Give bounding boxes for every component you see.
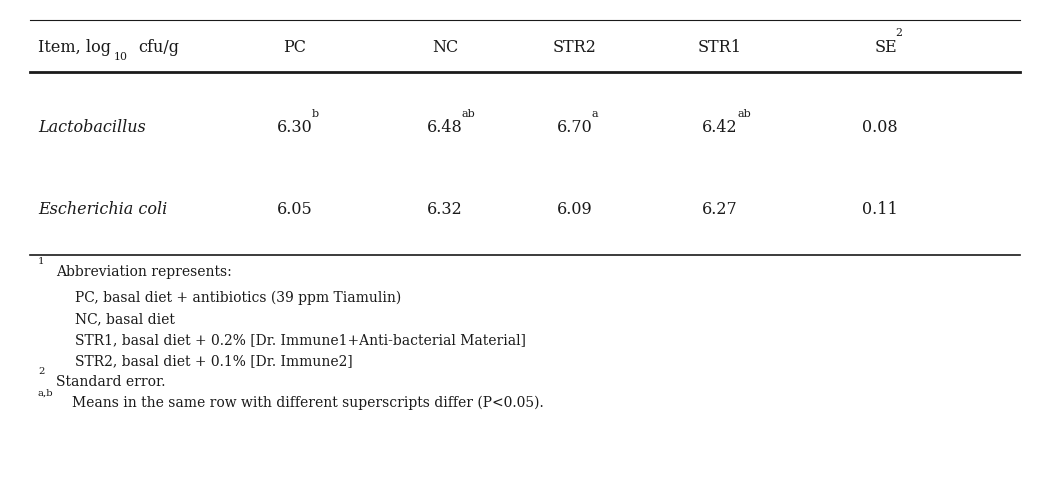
Text: b: b (312, 109, 319, 119)
Text: 6.27: 6.27 (702, 201, 738, 218)
Text: Escherichia coli: Escherichia coli (38, 201, 167, 218)
Text: 0.08: 0.08 (862, 119, 898, 135)
Text: 6.30: 6.30 (277, 119, 313, 135)
Text: cfu/g: cfu/g (138, 39, 179, 55)
Text: Means in the same row with different superscripts differ (P<0.05).: Means in the same row with different sup… (72, 396, 544, 410)
Text: 6.05: 6.05 (277, 201, 313, 218)
Text: PC, basal diet + antibiotics (39 ppm Tiamulin): PC, basal diet + antibiotics (39 ppm Tia… (75, 291, 401, 305)
Text: 0.11: 0.11 (862, 201, 898, 218)
Text: 6.32: 6.32 (427, 201, 463, 218)
Text: STR1, basal diet + 0.2% [Dr. Immune1+Anti-bacterial Material]: STR1, basal diet + 0.2% [Dr. Immune1+Ant… (75, 333, 526, 347)
Text: 2: 2 (38, 367, 44, 376)
Text: 2: 2 (895, 28, 902, 38)
Text: 6.48: 6.48 (427, 119, 463, 135)
Text: ab: ab (462, 109, 476, 119)
Text: a: a (592, 109, 598, 119)
Text: 6.70: 6.70 (558, 119, 593, 135)
Text: Item, log: Item, log (38, 39, 111, 55)
Text: Lactobacillus: Lactobacillus (38, 119, 146, 135)
Text: 1: 1 (38, 257, 44, 267)
Text: Standard error.: Standard error. (56, 375, 166, 389)
Text: STR2: STR2 (553, 39, 597, 55)
Text: Abbreviation represents:: Abbreviation represents: (56, 265, 232, 279)
Text: NC: NC (432, 39, 458, 55)
Text: STR1: STR1 (698, 39, 742, 55)
Text: SE: SE (875, 39, 898, 55)
Text: STR2, basal diet + 0.1% [Dr. Immune2]: STR2, basal diet + 0.1% [Dr. Immune2] (75, 354, 353, 368)
Text: a,b: a,b (38, 388, 54, 398)
Text: 6.42: 6.42 (702, 119, 738, 135)
Text: 10: 10 (114, 52, 128, 62)
Text: ab: ab (737, 109, 751, 119)
Text: PC: PC (284, 39, 307, 55)
Text: 6.09: 6.09 (558, 201, 593, 218)
Text: NC, basal diet: NC, basal diet (75, 312, 175, 326)
